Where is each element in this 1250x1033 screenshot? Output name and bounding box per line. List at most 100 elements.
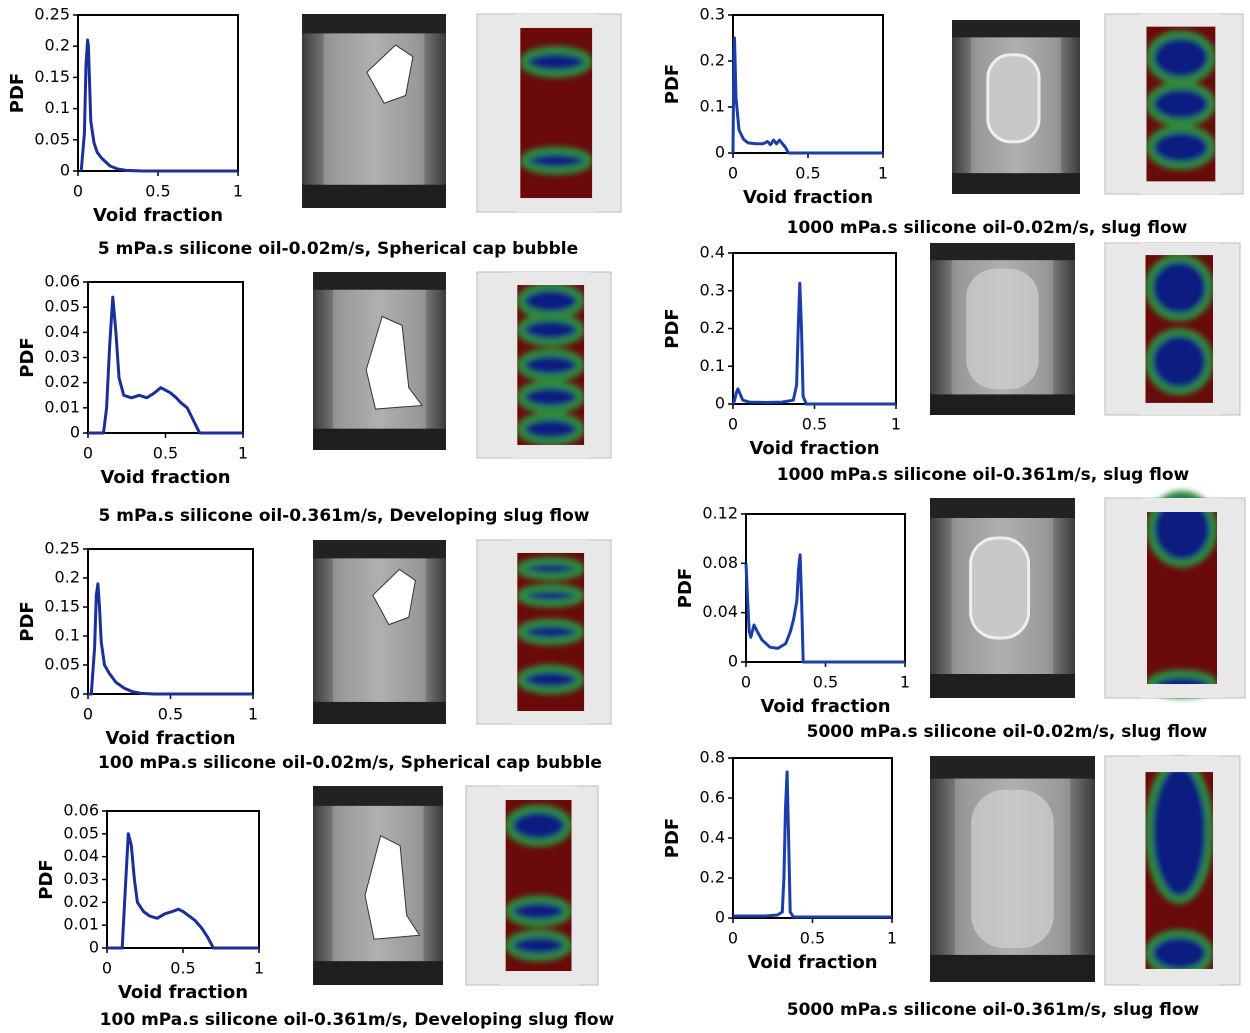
y-tick-label: 0	[89, 938, 99, 957]
x-axis-label: Void fraction	[100, 467, 230, 488]
tomo-clip	[584, 540, 591, 724]
photo-fixture	[930, 674, 1075, 698]
pdf-line	[79, 38, 238, 173]
photo-fixture	[313, 540, 446, 559]
y-tick-label: 0.2	[700, 868, 725, 887]
tomo-blob	[519, 45, 593, 78]
photo-fixture	[952, 173, 1080, 194]
pdf-line	[733, 770, 892, 919]
y-tick-label: 0.05	[44, 297, 80, 316]
x-axis-label: Void fraction	[743, 187, 873, 208]
y-axis-label: PDF	[675, 568, 696, 608]
x-tick-label: 0	[73, 182, 83, 201]
y-tick-label: 0.2	[700, 51, 725, 70]
photo-fixture	[930, 394, 1075, 415]
tomo-blob	[1144, 253, 1214, 322]
y-axis-label: PDF	[17, 601, 38, 641]
x-axis-label: Void fraction	[93, 205, 223, 226]
x-tick-label: 1	[900, 673, 910, 692]
tomo-clip	[520, 198, 593, 212]
y-axis-label: PDF	[36, 859, 57, 899]
y-tick-label: 0.04	[44, 322, 80, 341]
x-tick-label: 0	[728, 164, 738, 183]
tomo-blob	[516, 380, 585, 414]
y-axis-label: PDF	[7, 73, 28, 113]
tomo-blob	[1145, 124, 1216, 170]
photo-fixture	[313, 701, 446, 724]
tomo-blob	[1144, 758, 1214, 905]
tomo-clip	[1145, 756, 1213, 773]
y-axis-label: PDF	[17, 337, 38, 377]
pdf-line	[744, 553, 905, 664]
y-tick-label: 0.2	[700, 318, 725, 337]
y-tick-label: 0.2	[45, 36, 70, 55]
y-tick-label: 0.1	[700, 356, 725, 375]
x-tick-label: 0	[741, 673, 751, 692]
y-tick-label: 0.05	[63, 823, 99, 842]
tomo-blobs	[516, 556, 585, 695]
x-tick-label: 0.5	[795, 164, 820, 183]
tomo-clip	[1139, 756, 1146, 985]
photo-fixture	[313, 786, 443, 806]
photo-fixture	[313, 961, 443, 985]
tomo-blob	[1145, 30, 1216, 85]
tomo-clip	[1145, 243, 1213, 256]
plot-frame	[732, 14, 884, 154]
tomo-blobs	[1144, 758, 1214, 977]
tomo-clip	[514, 14, 521, 212]
y-tick-label: 0.04	[702, 602, 738, 621]
caption: 5 mPa.s silicone oil-0.361m/s, Developin…	[99, 506, 590, 526]
y-tick-label: 0.25	[44, 539, 80, 558]
y-tick-label: 0.15	[44, 597, 80, 616]
y-tick-label: 0	[715, 394, 725, 413]
tomo-blob	[516, 618, 585, 646]
pdf-line	[88, 295, 243, 435]
pdf-line	[731, 36, 883, 155]
x-tick-label: 0.5	[153, 444, 178, 463]
y-tick-label: 0.4	[700, 243, 725, 262]
tomo-blob	[516, 583, 585, 608]
bubble	[986, 53, 1041, 144]
plot-frame	[732, 757, 893, 919]
tomo-blob	[516, 556, 585, 581]
pdf-line	[731, 281, 896, 406]
photo-fixture	[302, 184, 446, 208]
bubble	[971, 789, 1054, 949]
tomo-blobs	[504, 804, 573, 962]
bubble	[364, 835, 421, 940]
tomo-blobs	[1144, 253, 1214, 396]
y-tick-label: 0.03	[44, 347, 80, 366]
x-tick-label: 0.5	[802, 415, 827, 434]
tomo-clip	[1141, 498, 1147, 698]
x-tick-label: 0	[728, 415, 738, 434]
tomo-clip	[1215, 14, 1222, 194]
caption: 1000 mPa.s silicone oil-0.02m/s, slug fl…	[787, 218, 1188, 238]
tomo-blobs	[516, 282, 585, 446]
tomo-clip	[1147, 498, 1217, 512]
y-tick-label: 0.04	[63, 846, 99, 865]
plot-frame	[106, 810, 260, 949]
tomo-blob	[519, 146, 593, 175]
y-tick-label: 0.1	[700, 97, 725, 116]
plot-frame	[77, 14, 239, 172]
y-tick-label: 0.02	[44, 372, 80, 391]
y-tick-label: 0	[60, 161, 70, 180]
photo-fixture	[930, 954, 1095, 982]
x-tick-label: 1	[254, 959, 264, 978]
y-tick-label: 0.08	[702, 553, 738, 572]
x-tick-label: 1	[891, 415, 901, 434]
photo-fixture	[313, 428, 446, 450]
tomo-blob	[1144, 929, 1214, 977]
pdf-line	[107, 832, 259, 950]
plot-frame	[732, 252, 897, 405]
bubble	[366, 44, 414, 104]
tomo-clip	[1217, 498, 1223, 698]
y-tick-label: 0	[715, 908, 725, 927]
tomo-blob	[504, 804, 573, 847]
bubble	[365, 315, 424, 410]
tomo-blob	[1144, 327, 1214, 396]
y-tick-label: 0.1	[45, 98, 70, 117]
tomo-clip	[520, 14, 593, 28]
y-tick-label: 0.01	[63, 915, 99, 934]
photo-fixture	[313, 272, 446, 290]
